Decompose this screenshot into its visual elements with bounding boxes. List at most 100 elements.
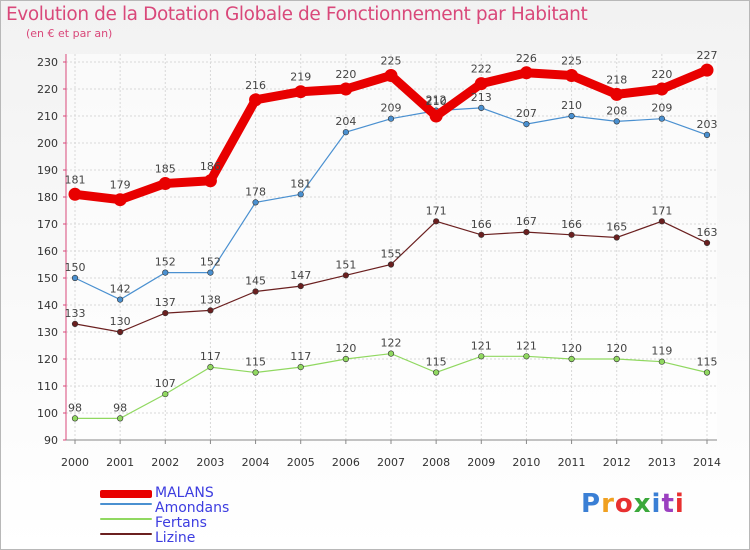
data-point-fertans	[478, 353, 485, 360]
data-point-lizine	[433, 218, 440, 225]
legend-swatch-fertans	[100, 518, 152, 520]
data-label-amondans: 212	[426, 94, 447, 107]
data-point-malans	[700, 63, 714, 77]
proxiti-logo: Proxiti	[581, 489, 685, 519]
x-tick-label: 2011	[558, 456, 586, 469]
data-label-malans: 218	[606, 73, 627, 86]
data-label-malans: 220	[651, 68, 672, 81]
y-tick-label: 210	[37, 110, 58, 123]
legend-item-malans: MALANS	[100, 486, 300, 501]
data-label-fertans: 120	[561, 342, 582, 355]
data-label-fertans: 115	[697, 356, 718, 369]
data-label-lizine: 163	[697, 226, 718, 239]
data-point-malans	[565, 69, 579, 82]
data-label-malans: 220	[335, 68, 356, 81]
data-label-amondans: 204	[335, 115, 356, 128]
data-label-fertans: 117	[290, 350, 311, 363]
data-point-malans	[294, 85, 308, 99]
data-point-fertans	[523, 353, 530, 360]
x-tick-label: 2008	[422, 456, 450, 469]
data-point-amondans	[342, 129, 349, 136]
legend-item-fertans: Fertans	[100, 516, 300, 531]
data-point-lizine	[703, 239, 711, 246]
data-point-lizine	[568, 231, 575, 238]
logo-letter: r	[601, 489, 615, 519]
data-label-malans: 210	[426, 95, 447, 108]
data-label-amondans: 210	[561, 99, 582, 112]
data-label-amondans: 207	[516, 107, 537, 120]
data-label-amondans: 203	[697, 118, 718, 131]
logo-letter: i	[651, 489, 662, 519]
data-point-lizine	[162, 310, 169, 317]
data-label-malans: 186	[200, 160, 221, 173]
data-label-lizine: 155	[381, 248, 402, 261]
data-point-malans	[655, 82, 669, 96]
x-tick-label: 2006	[332, 456, 360, 469]
data-label-malans: 226	[516, 52, 537, 65]
y-tick-label: 180	[37, 191, 58, 204]
data-point-lizine	[71, 320, 79, 328]
data-point-lizine	[342, 272, 349, 279]
data-point-fertans	[252, 369, 259, 376]
legend-swatch-lizine	[100, 533, 152, 535]
data-label-lizine: 167	[516, 215, 537, 228]
data-point-amondans	[252, 199, 259, 206]
data-label-fertans: 121	[471, 339, 492, 352]
data-label-amondans: 150	[65, 261, 86, 274]
data-label-malans: 216	[245, 79, 266, 92]
data-label-lizine: 171	[426, 204, 447, 217]
data-point-fertans	[613, 355, 620, 363]
data-point-fertans	[433, 369, 440, 376]
x-tick-label: 2013	[648, 456, 676, 469]
data-label-amondans: 178	[245, 185, 266, 198]
data-point-amondans	[117, 296, 124, 303]
y-tick-label: 110	[37, 380, 58, 393]
x-tick-label: 2007	[377, 456, 405, 469]
logo-letter: x	[633, 489, 652, 519]
data-point-malans	[429, 109, 443, 123]
data-point-amondans	[568, 112, 575, 120]
legend-swatch-amondans	[100, 503, 152, 505]
data-point-malans	[68, 187, 82, 201]
data-label-fertans: 120	[606, 342, 627, 355]
data-label-lizine: 171	[651, 204, 672, 217]
y-tick-label: 200	[37, 137, 58, 150]
data-point-fertans	[658, 358, 665, 365]
logo-letter: P	[581, 489, 602, 519]
data-label-malans: 222	[471, 63, 492, 76]
data-point-amondans	[523, 120, 530, 128]
y-tick-label: 230	[37, 56, 58, 69]
data-label-lizine: 166	[561, 218, 582, 231]
data-label-lizine: 145	[245, 275, 266, 288]
y-tick-label: 160	[37, 245, 58, 258]
data-point-malans	[384, 69, 398, 82]
data-label-malans: 225	[561, 55, 582, 68]
data-label-amondans: 142	[110, 283, 131, 296]
data-point-lizine	[387, 261, 395, 268]
data-label-fertans: 122	[381, 337, 402, 350]
data-point-amondans	[71, 274, 79, 282]
x-tick-label: 2000	[61, 456, 89, 469]
data-point-lizine	[658, 218, 665, 225]
data-point-fertans	[297, 364, 304, 371]
data-point-malans	[610, 87, 624, 101]
x-tick-label: 2005	[287, 456, 315, 469]
chart-title: Evolution de la Dotation Globale de Fonc…	[6, 4, 588, 25]
data-point-fertans	[207, 364, 214, 371]
y-tick-label: 140	[37, 299, 58, 312]
logo-letter: i	[674, 489, 685, 519]
data-label-amondans: 209	[381, 102, 402, 115]
legend-label-amondans: Amondans	[155, 500, 230, 516]
data-point-amondans	[703, 131, 711, 138]
data-point-amondans	[207, 269, 214, 276]
x-tick-label: 2002	[151, 456, 179, 469]
legend-item-amondans: Amondans	[100, 501, 300, 516]
data-label-malans: 225	[381, 55, 402, 68]
legend-label-malans: MALANS	[155, 485, 214, 501]
chart-subtitle: (en € et par an)	[26, 27, 113, 40]
data-label-lizine: 147	[290, 269, 311, 282]
x-tick-label: 2001	[106, 456, 134, 469]
data-label-fertans: 119	[651, 345, 672, 358]
data-label-lizine: 137	[155, 296, 176, 309]
